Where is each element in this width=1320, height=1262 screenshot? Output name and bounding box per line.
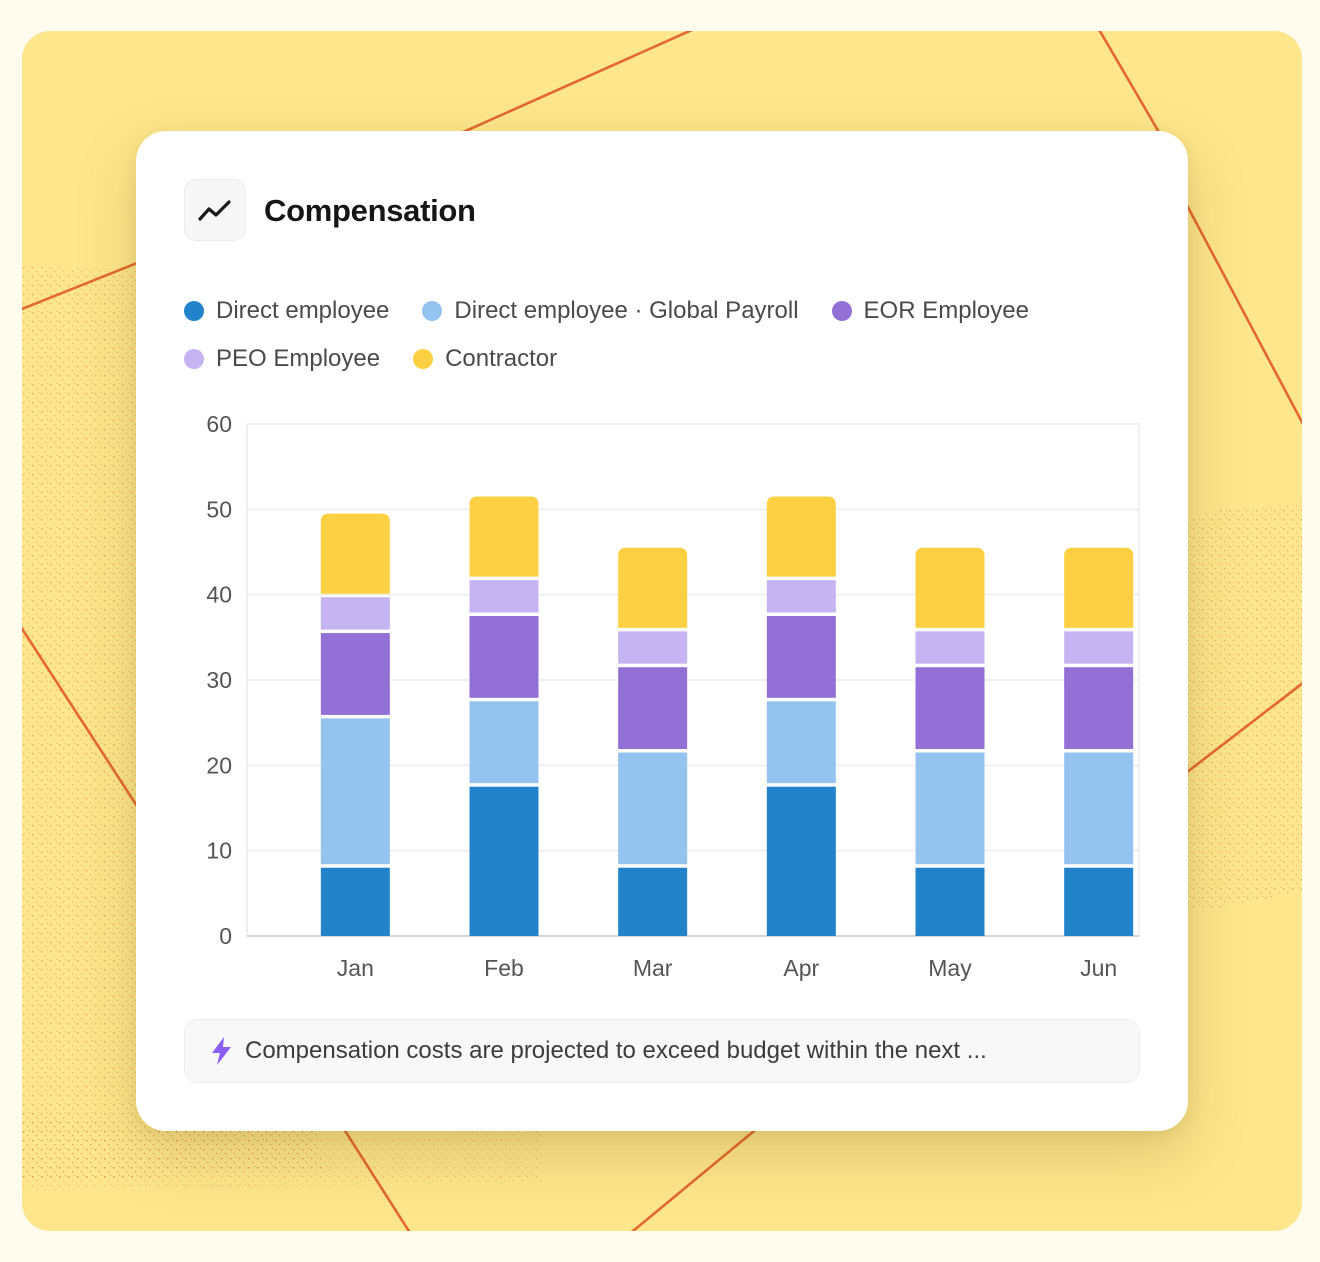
x-tick-label: May [928,955,972,981]
bar-segment [1064,867,1134,936]
x-tick-label: Apr [783,955,819,981]
bar-segment [320,597,390,630]
chart-legend: Direct employee Direct employee · Global… [184,287,1144,383]
x-tick-label: Jan [337,955,374,981]
bar-segment [320,513,390,594]
legend-item-global-payroll[interactable]: Direct employee · Global Payroll [422,296,799,326]
x-tick-label: Mar [633,955,673,981]
bar-segment [766,786,836,936]
bar-segment [1064,631,1134,664]
y-tick-label: 30 [206,667,232,693]
legend-item-contractor[interactable]: Contractor [413,344,557,374]
bar-segment [469,786,539,936]
y-tick-label: 50 [206,496,232,522]
bar-segment [618,867,688,936]
bar-segment [469,580,539,613]
bar-segment [320,718,390,865]
bar-segment [766,701,836,784]
stacked-bar-chart: 0 10 20 30 40 50 60 Jan Feb Mar Apr May Jun [206,411,1140,981]
bar-segment [915,867,985,936]
legend-label: PEO Employee [216,345,381,372]
bar-segment [766,496,836,577]
legend-row: Direct employee Direct employee · Global… [184,287,1144,335]
legend-dot-icon [831,301,852,321]
legend-item-direct-employee[interactable]: Direct employee [184,296,389,326]
bar-segment [1064,667,1134,750]
legend-dot-icon [413,349,434,369]
compensation-card: Compensation Direct employee Direct empl… [136,131,1188,1131]
bar-segment [320,633,390,715]
card-title: Compensation [264,193,476,228]
y-tick-label: 10 [206,838,232,864]
legend-label: EOR Employee [863,297,1029,324]
bar-segment [766,580,836,613]
bar-segment [469,496,539,577]
y-tick-label: 0 [219,923,232,949]
y-tick-label: 40 [206,582,232,608]
bar-segment [915,667,985,750]
y-tick-label: 20 [206,752,232,778]
legend-item-eor-employee[interactable]: EOR Employee [831,296,1029,326]
bar-segment [618,667,688,750]
bar-segment [618,752,688,865]
legend-label: Contractor [445,345,558,372]
legend-item-peo-employee[interactable]: PEO Employee [184,344,380,374]
legend-dot-icon [422,301,443,321]
legend-label: Direct employee · Global Payroll [454,297,799,324]
bar-segment [320,867,390,936]
bar-segment [915,752,985,865]
lightning-icon [212,1037,231,1065]
insight-text: Compensation costs are projected to exce… [245,1037,987,1064]
legend-row: PEO Employee Contractor [184,335,1144,383]
bar-segment [1064,547,1134,628]
bar-segment [915,631,985,664]
bar-segment [618,547,688,628]
legend-dot-icon [184,349,204,369]
x-tick-label: Feb [484,955,524,981]
bar-segment [618,631,688,664]
legend-dot-icon [184,301,204,321]
y-tick-label: 60 [206,411,232,437]
trend-line-icon [184,179,246,241]
bar-segment [469,616,539,698]
legend-label: Direct employee [216,297,390,324]
insight-banner[interactable]: Compensation costs are projected to exce… [184,1019,1140,1083]
bar-segment [915,547,985,628]
bar-segment [469,701,539,784]
bar-segment [766,616,836,698]
bar-segment [1064,752,1134,865]
x-tick-label: Jun [1080,955,1117,981]
